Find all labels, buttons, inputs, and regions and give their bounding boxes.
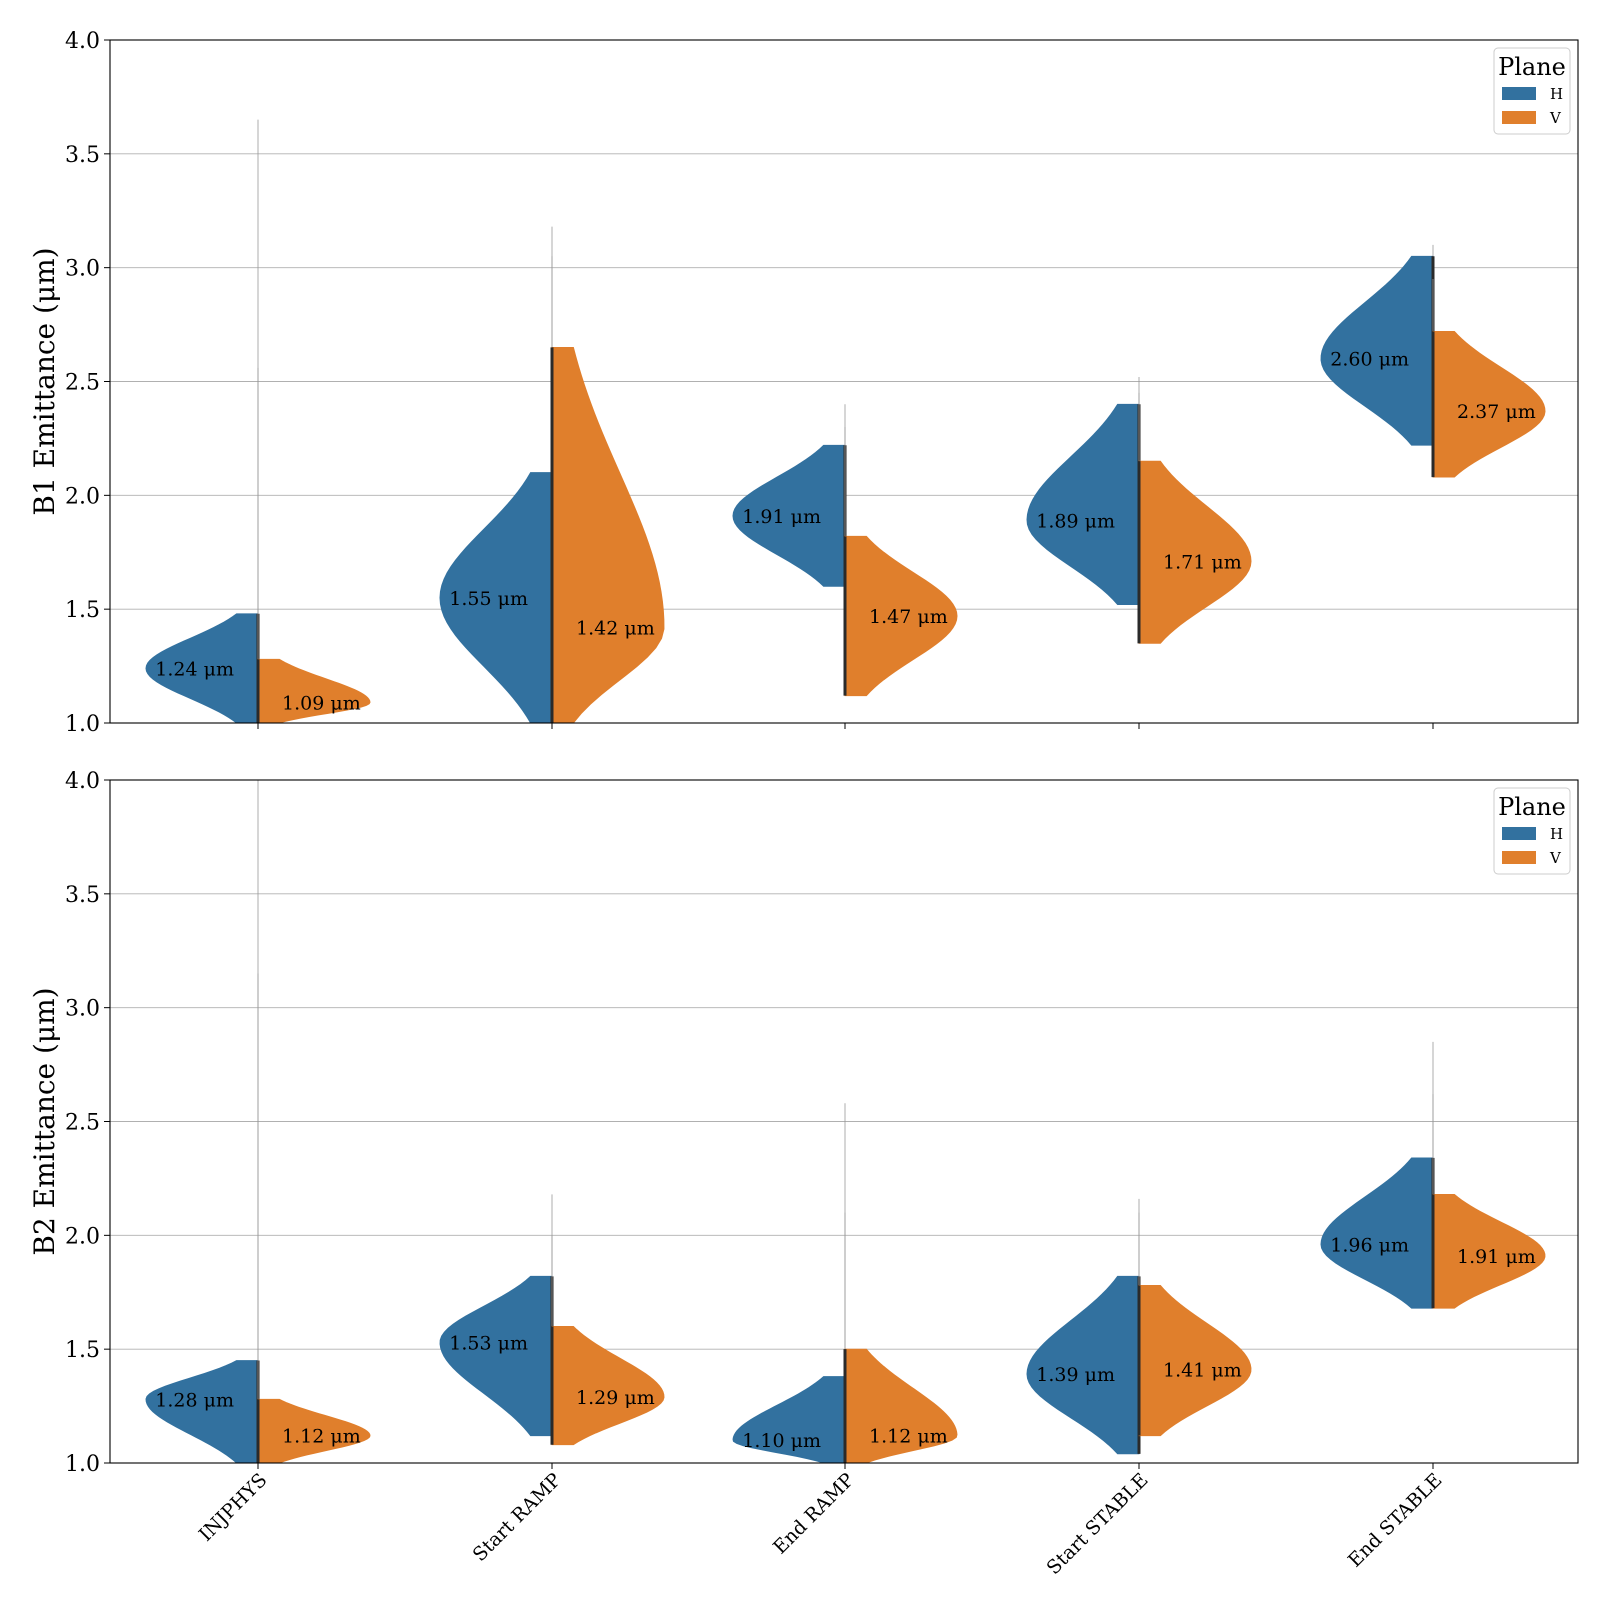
median-label: 1.47 μm xyxy=(869,606,948,628)
x-tick-label: Start STABLE xyxy=(1043,1469,1153,1579)
y-tick-label: 2.5 xyxy=(65,371,100,396)
violin-half-H xyxy=(732,1376,846,1464)
violin-half-V xyxy=(1432,1193,1546,1309)
median-label: 1.09 μm xyxy=(282,693,361,715)
median-label: 1.12 μm xyxy=(282,1426,361,1448)
violin-half-V xyxy=(1138,1285,1252,1437)
y-tick-label: 1.5 xyxy=(65,1338,100,1363)
violin-half-H xyxy=(1320,255,1434,446)
x-tick-label: End STABLE xyxy=(1344,1469,1447,1572)
median-label: 1.91 μm xyxy=(742,506,821,528)
legend: Plane HV xyxy=(1493,787,1571,875)
y-axis-label: B2 Emittance (μm) xyxy=(28,987,61,1255)
median-label: 1.29 μm xyxy=(576,1387,655,1409)
violin-half-V xyxy=(844,535,958,697)
panel-1: 1.0 1.5 2.0 2.5 3.0 3.5 4.0 B1 Emittance (μm) 1.… xyxy=(28,29,1579,737)
legend-swatch-V xyxy=(1502,851,1536,864)
y-axis-label: B1 Emittance (μm) xyxy=(28,247,61,515)
violin-half-V xyxy=(844,1348,958,1464)
median-label: 1.71 μm xyxy=(1163,551,1242,573)
legend: Plane HV xyxy=(1493,47,1571,135)
violin-half-V xyxy=(1138,460,1252,644)
median-label: 1.39 μm xyxy=(1036,1364,1115,1386)
y-tick-label: 4.0 xyxy=(65,29,100,54)
axes-frame xyxy=(109,39,1579,724)
x-tick-label: End RAMP xyxy=(769,1469,859,1559)
median-label: 2.60 μm xyxy=(1330,349,1409,371)
panel-2: 1.0 1.5 2.0 2.5 3.0 3.5 4.0 B2 Emittance (μm) 1.… xyxy=(28,769,1579,1477)
median-label: 1.10 μm xyxy=(742,1430,821,1452)
violin-half-V xyxy=(257,658,371,724)
violin-half-H xyxy=(1320,1157,1434,1309)
median-label: 1.24 μm xyxy=(155,658,234,680)
y-tick-label: 3.5 xyxy=(65,883,100,908)
violin-half-H xyxy=(145,613,259,724)
median-label: 2.37 μm xyxy=(1457,401,1536,423)
violin-half-H xyxy=(145,1360,259,1464)
y-tick-label: 1.0 xyxy=(65,1452,100,1477)
median-label: 1.41 μm xyxy=(1163,1360,1242,1382)
median-label: 1.55 μm xyxy=(449,588,528,610)
legend-swatch-H xyxy=(1502,827,1536,840)
legend-entry-H: H xyxy=(1550,85,1563,103)
legend-title: Plane xyxy=(1498,53,1566,81)
y-tick-label: 4.0 xyxy=(65,769,100,794)
violin-half-V xyxy=(551,1326,665,1446)
median-label: 1.12 μm xyxy=(869,1426,948,1448)
median-label: 1.28 μm xyxy=(155,1389,234,1411)
median-label: 1.96 μm xyxy=(1330,1234,1409,1256)
y-tick-label: 2.0 xyxy=(65,484,100,509)
violin-half-H xyxy=(439,472,553,724)
y-tick-label: 3.0 xyxy=(65,997,100,1022)
violin-half-H xyxy=(1026,403,1140,606)
median-label: 1.42 μm xyxy=(576,617,655,639)
axes-frame xyxy=(109,779,1579,1464)
legend-title: Plane xyxy=(1498,793,1566,821)
violin-half-V xyxy=(551,346,665,724)
violin-half-V xyxy=(257,1398,371,1464)
legend-entry-H: H xyxy=(1550,825,1563,843)
x-tick-label: INJPHYS xyxy=(195,1469,272,1546)
violin-half-H xyxy=(439,1275,553,1437)
x-tick-label: Start RAMP xyxy=(469,1469,566,1566)
violin-half-H xyxy=(1026,1275,1140,1455)
legend-swatch-H xyxy=(1502,87,1536,100)
y-tick-label: 2.0 xyxy=(65,1224,100,1249)
y-tick-label: 3.0 xyxy=(65,257,100,282)
median-label: 1.53 μm xyxy=(449,1332,528,1354)
legend-entry-V: V xyxy=(1549,109,1562,127)
median-label: 1.91 μm xyxy=(1457,1246,1536,1268)
legend-entry-V: V xyxy=(1549,849,1562,867)
median-label: 1.89 μm xyxy=(1036,510,1115,532)
y-tick-label: 2.5 xyxy=(65,1111,100,1136)
y-tick-label: 3.5 xyxy=(65,143,100,168)
legend-swatch-V xyxy=(1502,111,1536,124)
violin-half-H xyxy=(732,444,846,587)
y-tick-label: 1.5 xyxy=(65,598,100,623)
y-tick-label: 1.0 xyxy=(65,712,100,737)
violin-half-V xyxy=(1432,331,1546,478)
